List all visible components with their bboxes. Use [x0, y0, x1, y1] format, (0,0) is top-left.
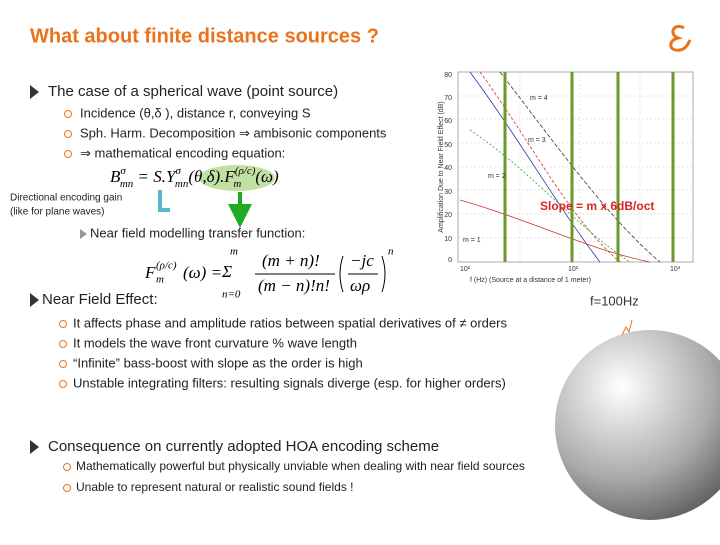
- eq-part: (m + n)!: [262, 251, 320, 270]
- eq-sup: σ: [120, 165, 126, 177]
- eq-part: = S.Y: [133, 167, 177, 186]
- sub-bullet: [59, 320, 67, 328]
- equation: Bσ mn = S.Yσ mn(θ,δ).F(ρ/c) m (ω): [110, 165, 279, 190]
- y-axis-label: Amplification Due to Near Field Effect (…: [438, 101, 445, 232]
- slope-note: Slope = m x 6dB/oct: [540, 199, 654, 213]
- curves: [459, 71, 661, 263]
- eq-sup: (ρ/c): [156, 260, 177, 272]
- x-tick-label: 10²: [568, 266, 579, 273]
- item: It models the wave front curvature % wav…: [73, 335, 357, 350]
- curve-label: m = 2: [488, 173, 506, 180]
- bullet-arrow: [30, 440, 39, 454]
- y-tick-label: 50: [444, 142, 452, 149]
- graph: 80 70 60 50 40 30 20 10 0 10¹ 10² 10³ f …: [438, 71, 694, 284]
- freq-label: f=100Hz: [590, 293, 639, 308]
- eq-sub: m: [233, 178, 241, 190]
- x-tick-label: 10³: [670, 266, 681, 273]
- eq-part: F: [144, 263, 156, 282]
- y-tick-label: 20: [444, 212, 452, 219]
- bullet: Consequence on currently adopted HOA enc…: [48, 438, 439, 455]
- sub-bullet: [63, 484, 71, 492]
- sub-bullet: [59, 380, 67, 388]
- y-tick-label: 10: [444, 236, 452, 243]
- sphere: [555, 330, 720, 520]
- item: ⇒ mathematical encoding equation:: [80, 145, 285, 160]
- sub-bullet: [59, 360, 67, 368]
- eq-sup: (ρ/c): [235, 165, 256, 177]
- annotation: Directional encoding gain: [10, 193, 122, 204]
- item: It affects phase and amplitude ratios be…: [73, 315, 507, 330]
- curve-label: m = 3: [528, 137, 546, 144]
- sub-bullet: [59, 340, 67, 348]
- transfer-label: Near field modelling transfer function:: [90, 225, 305, 240]
- x-tick-label: 10¹: [460, 266, 471, 273]
- eq-sup: n: [388, 246, 394, 258]
- frequency-markers: [503, 72, 675, 262]
- x-axis-label: f (Hz) (Source at a distance of 1 meter): [470, 277, 591, 284]
- bullet-arrow: [30, 293, 39, 307]
- item: Unable to represent natural or realistic…: [76, 480, 353, 494]
- title: What about finite distance sources ?: [30, 25, 379, 47]
- bullet-arrow: [30, 85, 39, 99]
- y-tick-label: 70: [444, 95, 452, 102]
- sub-bullet: [64, 130, 72, 138]
- eq-sum: Σ: [221, 262, 232, 281]
- eq-sup: σ: [175, 165, 181, 177]
- sub-bullet: [63, 463, 71, 471]
- item: “Infinite” bass-boost with slope as the …: [73, 355, 363, 370]
- plot-grid: [458, 72, 693, 262]
- eq-part: (θ,δ).F: [188, 167, 235, 186]
- item: Sph. Harm. Decomposition ⇒ ambisonic com…: [80, 125, 387, 140]
- y-tick-label: 80: [444, 72, 452, 79]
- eq-sub: n=0: [222, 289, 241, 301]
- bullet: Near Field Effect:: [42, 291, 158, 308]
- eq-part: −jc: [350, 251, 374, 270]
- eq-sub: mn: [175, 178, 189, 190]
- y-tick-label: 0: [448, 257, 452, 264]
- connector: [158, 190, 170, 212]
- logo: [669, 24, 692, 52]
- annotation: (like for plane waves): [10, 207, 104, 218]
- highlight: [199, 165, 275, 191]
- bullet-arrow: [80, 229, 87, 239]
- eq-part: B: [110, 167, 121, 186]
- y-tick-label: 40: [444, 165, 452, 172]
- sub-bullet: [64, 150, 72, 158]
- eq-sub: mn: [120, 178, 134, 190]
- eq-part: (ω) =: [183, 263, 222, 282]
- y-tick-label: 30: [444, 189, 452, 196]
- equation2: F (ρ/c) m (ω) = m Σ n=0 (m + n)! (m − n)…: [144, 246, 394, 301]
- paren: [381, 255, 386, 293]
- sub-bullet: [64, 110, 72, 118]
- eq-sup: m: [230, 246, 238, 258]
- paren: [339, 255, 344, 293]
- y-tick-label: 60: [444, 118, 452, 125]
- item: Incidence (θ,δ ), distance r, conveying …: [80, 105, 311, 120]
- curve-label: m = 4: [530, 95, 548, 102]
- item: Unstable integrating filters: resulting …: [73, 375, 506, 390]
- bullet: The case of a spherical wave (point sour…: [48, 83, 338, 100]
- eq-part: ωρ: [350, 276, 370, 295]
- eq-sub: m: [156, 274, 164, 286]
- curve-label: m = 1: [463, 237, 481, 244]
- eq-part: (ω): [255, 167, 279, 186]
- flash-icon: [621, 319, 633, 336]
- eq-part: (m − n)!n!: [258, 276, 330, 295]
- item: Mathematically powerful but physically u…: [76, 459, 525, 473]
